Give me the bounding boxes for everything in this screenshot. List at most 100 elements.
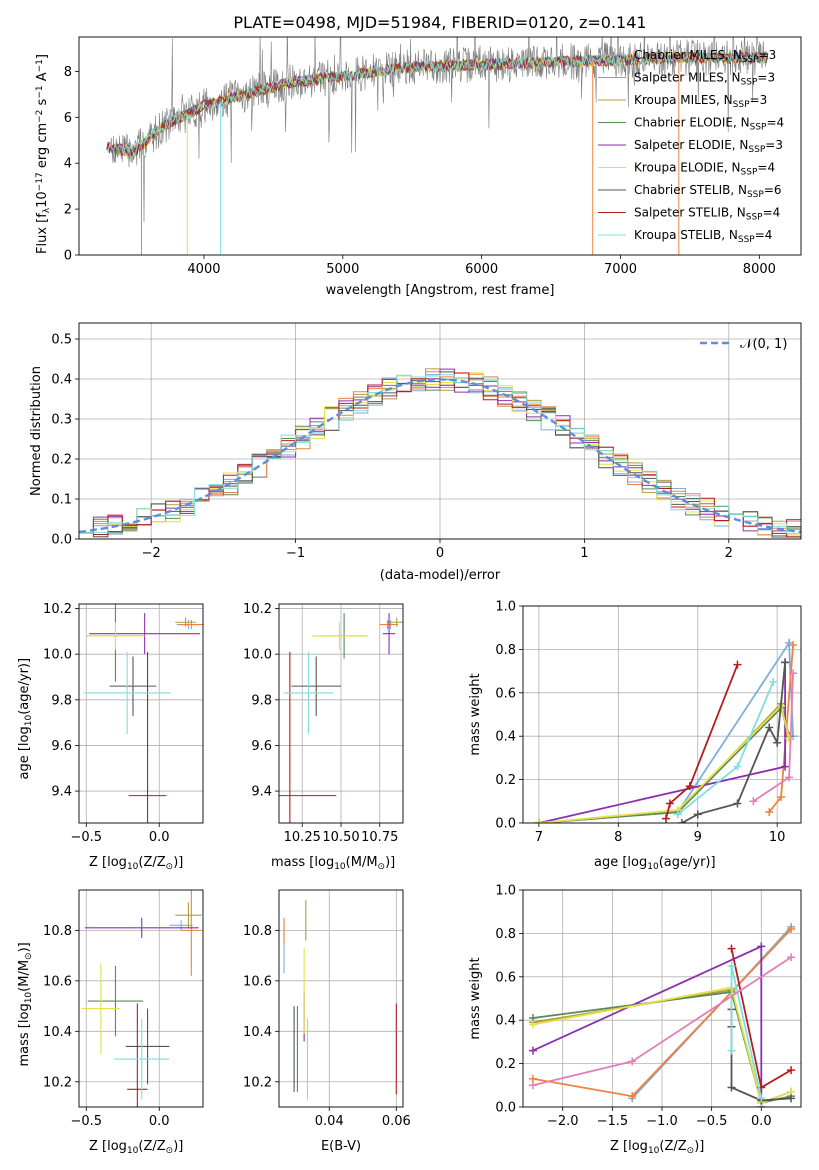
label-part: ⊙	[378, 862, 386, 872]
label-part: s	[35, 98, 50, 109]
label-part: −1	[35, 85, 45, 98]
label-part: Kroupa MILES, N	[634, 93, 733, 107]
weight-age-x-label: age [log10(age/yr)]	[594, 855, 716, 872]
figure-title: PLATE=0498, MJD=51984, FIBERID=0120, z=0…	[233, 13, 646, 32]
age-vs-mass-frame	[278, 603, 404, 824]
model-spectrum-line-6	[106, 50, 769, 157]
weight-marker	[765, 808, 774, 817]
label-part: Salpeter ELODIE, N	[634, 138, 748, 152]
age-vs-mass-axes	[275, 604, 403, 827]
label-part: A	[35, 72, 50, 85]
label-part: 10	[648, 1146, 660, 1156]
residuals-plot-area	[79, 368, 801, 538]
label-part: Chabrier MILES, N	[634, 48, 742, 62]
legend-entry-6: Kroupa ELODIE, NSSP=4	[634, 161, 775, 178]
weight-marker	[757, 942, 766, 951]
x-tick-label: 0.0	[149, 830, 170, 845]
label-part: ⊙	[166, 862, 174, 872]
label-part: (M/M	[346, 855, 378, 870]
label-part: (age/yr)]	[17, 658, 32, 715]
model-spectrum-line-9	[106, 50, 768, 157]
weight-marker	[773, 738, 782, 747]
y-tick-label: 0.2	[51, 453, 72, 468]
weight-marker	[528, 1020, 537, 1029]
y-tick-label: 10.4	[243, 1025, 272, 1040]
label-part: SSP	[750, 122, 767, 132]
weight-line-4	[538, 706, 790, 823]
x-tick-label: −2.0	[547, 1114, 579, 1129]
x-tick-label: 10	[769, 830, 786, 845]
label-part: SSP	[742, 55, 759, 65]
weight-marker	[528, 1081, 537, 1090]
label-part: 10	[647, 862, 659, 872]
model-spectrum-line-8	[106, 51, 769, 158]
y-tick-label: 0.4	[495, 1014, 516, 1029]
y-tick-label: 0.0	[495, 817, 516, 832]
y-tick-label: 0.2	[495, 773, 516, 788]
x-tick-label: −1.5	[597, 1114, 629, 1129]
mass-vs-Z-frame	[78, 889, 204, 1108]
label-part: mass [log	[271, 855, 334, 870]
weight-marker	[787, 953, 796, 962]
y-tick-label: 0	[64, 249, 72, 264]
y-tick-label: 10.6	[243, 974, 272, 989]
mass-ebv-x-label: E(B-V)	[321, 1139, 361, 1154]
label-part: (age/yr)]	[659, 855, 716, 870]
y-tick-label: 10.0	[43, 648, 72, 663]
legend-entry-1: Chabrier MILES, NSSP=3	[634, 48, 776, 65]
label-part: ]	[35, 54, 50, 59]
weight-vs-age-frame	[522, 605, 802, 824]
weight-marker	[628, 1057, 637, 1066]
y-tick-label: 10.2	[43, 1075, 72, 1090]
weight-marker	[661, 814, 670, 823]
y-tick-label: 10.8	[243, 924, 272, 939]
x-tick-label: 2	[725, 546, 733, 561]
weight-marker	[628, 1092, 637, 1101]
weight-marker	[787, 1094, 796, 1103]
label-part: 10	[35, 191, 50, 208]
weight-marker	[749, 797, 758, 806]
residual-histogram-9	[79, 374, 801, 535]
label-part: −17	[35, 172, 45, 191]
residuals-x-label: (data-model)/error	[380, 568, 501, 583]
weight-marker	[727, 1083, 736, 1092]
x-tick-label: 10.25	[284, 830, 321, 845]
label-part: (Z/Z	[659, 1139, 686, 1154]
y-tick-label: 9.6	[51, 739, 72, 754]
spectrum-x-label: wavelength [Angstrom, rest frame]	[326, 283, 555, 298]
mass-vs-Z-axes	[75, 890, 203, 1111]
label-part: SSP	[738, 235, 755, 245]
weight-vs-Z-y-label: mass weight	[468, 957, 483, 1039]
y-tick-label: 9.8	[51, 693, 72, 708]
weight-marker	[528, 1046, 537, 1055]
weight-marker	[685, 782, 694, 791]
weight-line-3	[538, 701, 790, 823]
label-part: SSP	[741, 167, 758, 177]
weight-vs-Z-frame	[522, 889, 802, 1108]
label-part: =3	[759, 48, 777, 62]
spectrum-y-label: Flux [fλ10−17 erg cm−2 s−1 A−1]	[35, 54, 52, 254]
label-part: =3	[757, 71, 775, 85]
label-part: =4	[763, 206, 781, 220]
age-z-y-label: age [log10(age/yr)]	[17, 658, 34, 780]
weight-marker	[733, 660, 742, 669]
weight-marker	[787, 925, 796, 934]
label-part: Z [log	[610, 1139, 648, 1154]
residuals-axes	[75, 323, 801, 543]
weight-marker	[789, 669, 798, 678]
x-tick-label: 7	[535, 830, 543, 845]
y-tick-label: 10.0	[243, 648, 272, 663]
y-tick-label: 10.8	[43, 924, 72, 939]
label-part: =3	[765, 138, 783, 152]
weight-marker	[781, 762, 790, 771]
label-part: Chabrier ELODIE, N	[634, 116, 750, 130]
y-tick-label: 0.1	[51, 493, 72, 508]
y-tick-label: 10.6	[43, 974, 72, 989]
y-tick-label: 2	[64, 203, 72, 218]
spectrum-plot-area	[106, 37, 769, 255]
weight-marker	[785, 734, 794, 743]
y-tick-label: 0.3	[51, 413, 72, 428]
weight-vs-age-y-label: mass weight	[468, 673, 483, 755]
x-tick-label: 7000	[604, 262, 637, 277]
legend-entry-5: Salpeter ELODIE, NSSP=3	[634, 138, 783, 155]
